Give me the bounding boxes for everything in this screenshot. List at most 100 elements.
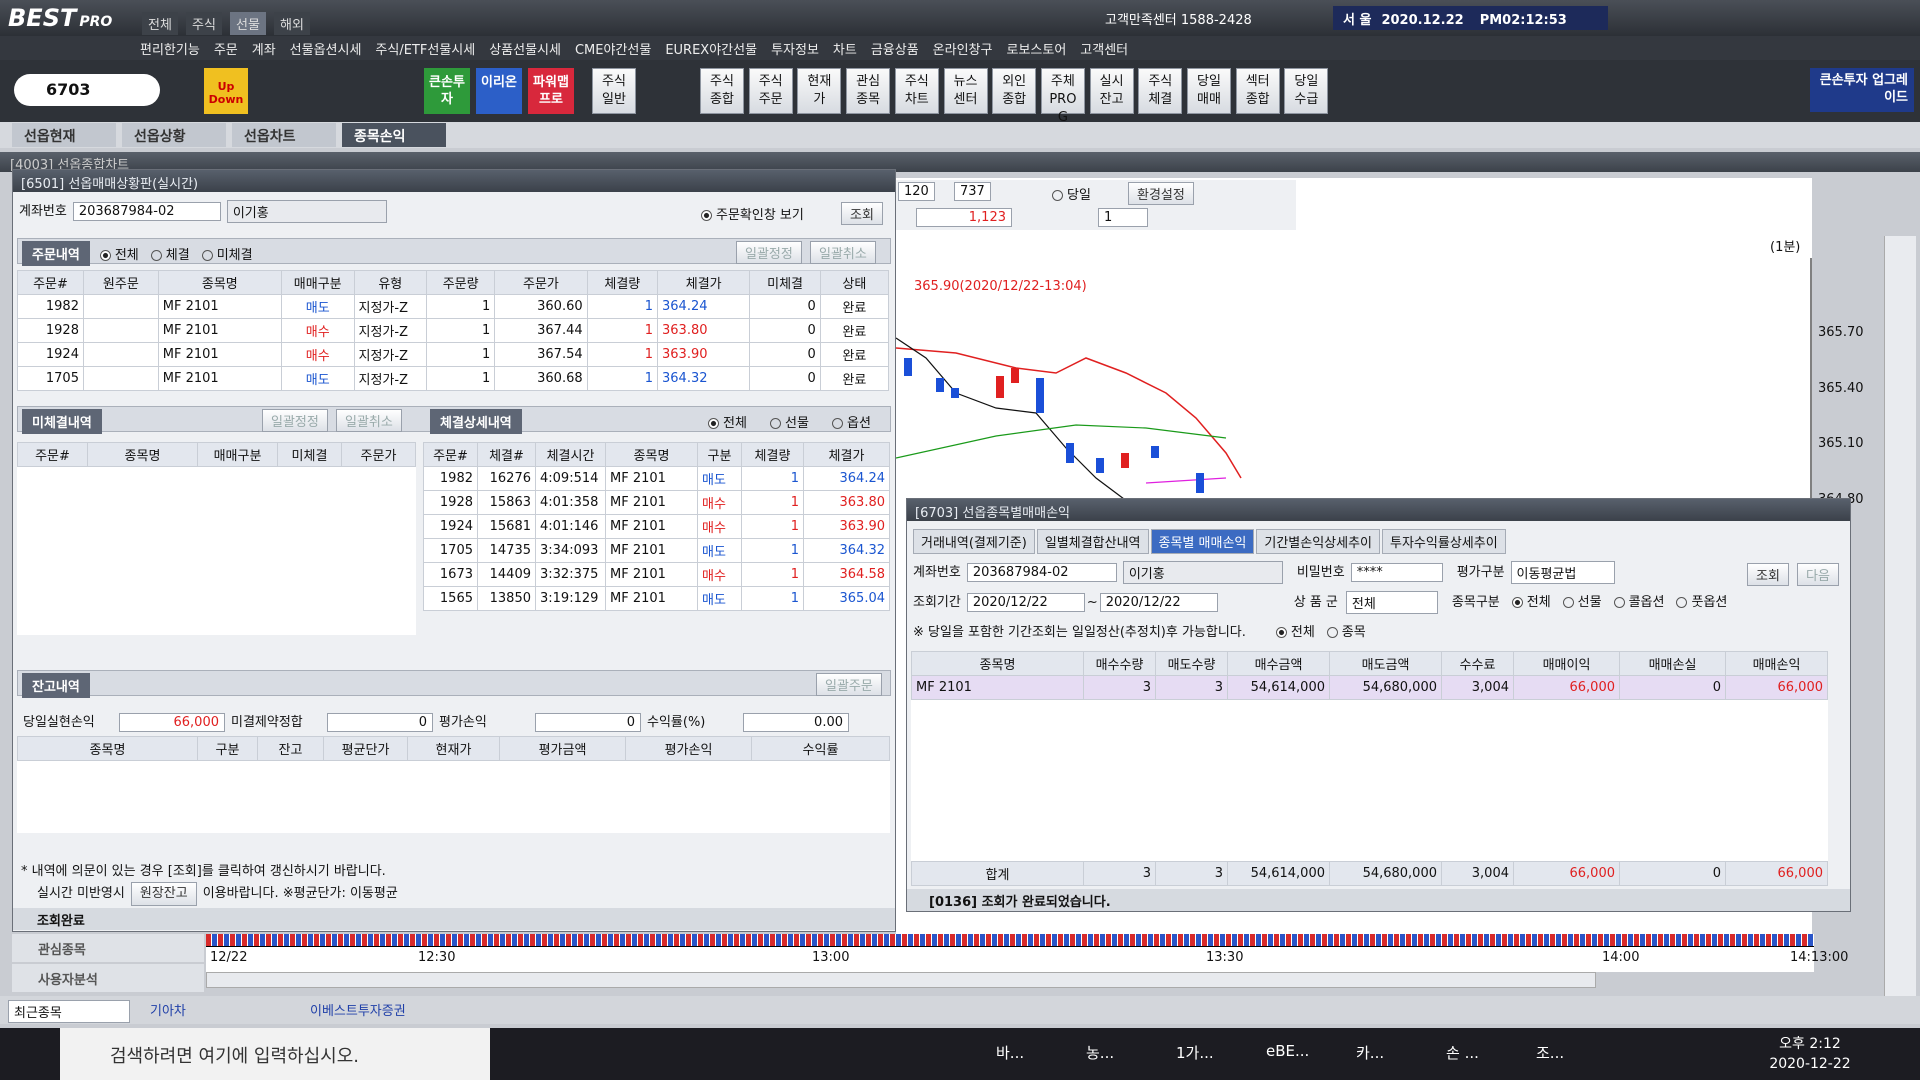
tool-label[interactable]: 주식주문 [758, 74, 783, 107]
taskbar-app[interactable]: 1가... [1176, 1044, 1214, 1062]
tool-label[interactable]: 큰손투자 [429, 75, 465, 107]
radio[interactable]: 전체 [100, 244, 139, 263]
tool-label[interactable]: 주식차트 [904, 74, 929, 107]
button[interactable]: 일괄취소 [336, 409, 402, 432]
top-tab[interactable]: 주식 [186, 12, 222, 35]
stock[interactable]: 기아차 [150, 1004, 186, 1019]
menu-item[interactable]: 편리한기능 [140, 43, 200, 58]
tool-label[interactable]: 뉴스센터 [953, 74, 978, 107]
doc-tab[interactable]: 종목손익 [342, 123, 446, 147]
search-code[interactable]: 6703 [46, 80, 91, 99]
doc-tab[interactable]: 선옵차트 [232, 123, 336, 147]
menu-item[interactable]: 투자정보 [771, 43, 819, 58]
side-tab[interactable]: 사용자분석 [38, 973, 98, 988]
radio[interactable]: 선물 [770, 412, 809, 431]
menu-item[interactable]: 온라인창구 [932, 43, 993, 58]
top-tab[interactable]: 해외 [274, 12, 310, 35]
next[interactable]: 다음 [1797, 563, 1839, 586]
menu-item[interactable]: EUREX야간선물 [665, 43, 758, 58]
tab[interactable]: 종목별 매매손익 [1150, 529, 1255, 554]
count[interactable]: 120 [898, 182, 935, 201]
upgrade[interactable]: 큰손투자 업그레이드 [1819, 73, 1908, 105]
to[interactable]: 2020/12/22 [1099, 593, 1218, 612]
doc-tab[interactable]: 선옵현재 [12, 123, 116, 147]
from[interactable]: 2020/12/22 [966, 593, 1085, 612]
row[interactable]: 1705 MF 2101 매도 지정가-Z 1 360.68 1 364.32 0 완료 [17, 366, 890, 391]
button[interactable]: 일괄취소 [810, 241, 876, 264]
menu-item[interactable]: 상품선물시세 [489, 43, 561, 58]
button[interactable]: 일괄정정 [736, 241, 802, 264]
menu-item[interactable]: 주문 [213, 43, 238, 58]
row[interactable]: 1565 13850 3:19:129 MF 2101 매도 1 365.04 [423, 586, 890, 611]
taskbar-app[interactable]: eBE... [1266, 1042, 1310, 1060]
radio[interactable]: 전체 [708, 412, 747, 431]
account[interactable]: 203687984-02 [966, 563, 1117, 582]
row[interactable]: MF 2101 3 3 54,614,000 54,680,000 3,004 66,000… [911, 675, 1828, 700]
query[interactable]: 조회 [841, 202, 883, 225]
taskbar-app[interactable]: 손 ... [1446, 1044, 1479, 1062]
tool-label[interactable]: 관심종목 [856, 74, 881, 107]
row[interactable]: 1982 MF 2101 매도 지정가-Z 1 360.60 1 364.24 0 완료 [17, 294, 890, 319]
tool-label[interactable]: 섹터종합 [1245, 74, 1270, 107]
tab[interactable]: 일별체결합산내역 [1036, 529, 1149, 554]
confirm[interactable]: 주문확인창 보기 [701, 204, 804, 223]
button[interactable]: 원장잔고 [130, 882, 197, 906]
updown[interactable]: Up Down [208, 80, 244, 106]
radio[interactable]: 체결 [151, 244, 190, 263]
radio[interactable]: 선물 [1563, 591, 1602, 610]
taskbar-app[interactable]: 카... [1356, 1044, 1385, 1062]
settings[interactable]: 환경설정 [1128, 182, 1194, 205]
menu-item[interactable]: 차트 [832, 43, 857, 58]
eval[interactable]: 이동평균법 [1510, 561, 1615, 584]
top-tab[interactable]: 전체 [142, 12, 178, 35]
radio[interactable]: 미체결 [202, 244, 253, 263]
radio[interactable]: 옵션 [832, 412, 871, 431]
side-tab[interactable]: 관심종목 [38, 943, 86, 958]
account[interactable]: 203687984-02 [72, 202, 221, 221]
tab[interactable]: 기간별손익상세추이 [1256, 529, 1381, 554]
menu-item[interactable]: 계좌 [251, 43, 276, 58]
row[interactable]: 1924 MF 2101 매수 지정가-Z 1 367.54 1 363.90 0 완료 [17, 342, 890, 367]
tool-label[interactable]: 당일매매 [1197, 74, 1221, 107]
tab[interactable]: 투자수익률상세추이 [1382, 529, 1506, 554]
taskbar-app[interactable]: 조... [1536, 1044, 1565, 1062]
broker[interactable]: 이베스트투자증권 [310, 1004, 406, 1019]
doc-tab[interactable]: 선옵상황 [122, 123, 226, 147]
password[interactable]: **** [1350, 563, 1443, 582]
taskbar-search[interactable]: 검색하려면 여기에 입력하십시오. [110, 1046, 360, 1067]
tool-label[interactable]: 주식체결 [1148, 74, 1173, 107]
taskbar-app[interactable]: 농... [1086, 1044, 1115, 1062]
today[interactable]: 당일 [1052, 184, 1091, 203]
menu-item[interactable]: CME야간선물 [574, 43, 652, 58]
group[interactable]: 전체 [1345, 591, 1438, 614]
tool-label[interactable]: 외인종합 [1002, 74, 1027, 107]
radio[interactable]: 콜옵션 [1614, 591, 1665, 610]
tool-label[interactable]: 현재가 [807, 74, 832, 107]
taskbar-app[interactable]: 바... [996, 1044, 1025, 1062]
button[interactable]: 일괄주문 [816, 673, 882, 696]
button[interactable]: 일괄정정 [262, 409, 328, 432]
tool-label[interactable]: 당일수급 [1294, 74, 1319, 107]
row[interactable]: 1924 15681 4:01:146 MF 2101 매수 1 363.90 [423, 514, 890, 539]
radio[interactable]: 전체 [1276, 621, 1315, 640]
tool-label[interactable]: 실시잔고 [1099, 74, 1124, 107]
top-tab[interactable]: 선물 [230, 12, 266, 35]
row[interactable]: 1928 15863 4:01:358 MF 2101 매수 1 363.80 [423, 490, 890, 515]
tool-label[interactable]: 이리온 [481, 75, 517, 90]
menu-item[interactable]: 고객센터 [1080, 43, 1129, 58]
tool-label[interactable]: 주식일반 [602, 74, 626, 107]
total[interactable]: 737 [954, 182, 991, 201]
tool-label[interactable]: 파워맵프로 [533, 75, 569, 107]
radio[interactable]: 종목 [1327, 621, 1366, 640]
unit[interactable]: 1 [1098, 208, 1148, 227]
row[interactable]: 1982 16276 4:09:514 MF 2101 매도 1 364.24 [423, 466, 890, 491]
query[interactable]: 조회 [1747, 563, 1789, 586]
menu-item[interactable]: 선물옵션시세 [289, 43, 362, 58]
tab[interactable]: 거래내역(결제기준) [913, 529, 1035, 554]
radio[interactable]: 풋옵션 [1676, 591, 1727, 610]
menu-item[interactable]: 금융상품 [870, 43, 919, 58]
recent[interactable]: 최근종목 [8, 1000, 130, 1023]
row[interactable]: 1928 MF 2101 매수 지정가-Z 1 367.44 1 363.80 0 완료 [17, 318, 890, 343]
tool-label[interactable]: 주식종합 [710, 74, 734, 107]
menu-item[interactable]: 주식/ETF선물시세 [375, 43, 476, 58]
